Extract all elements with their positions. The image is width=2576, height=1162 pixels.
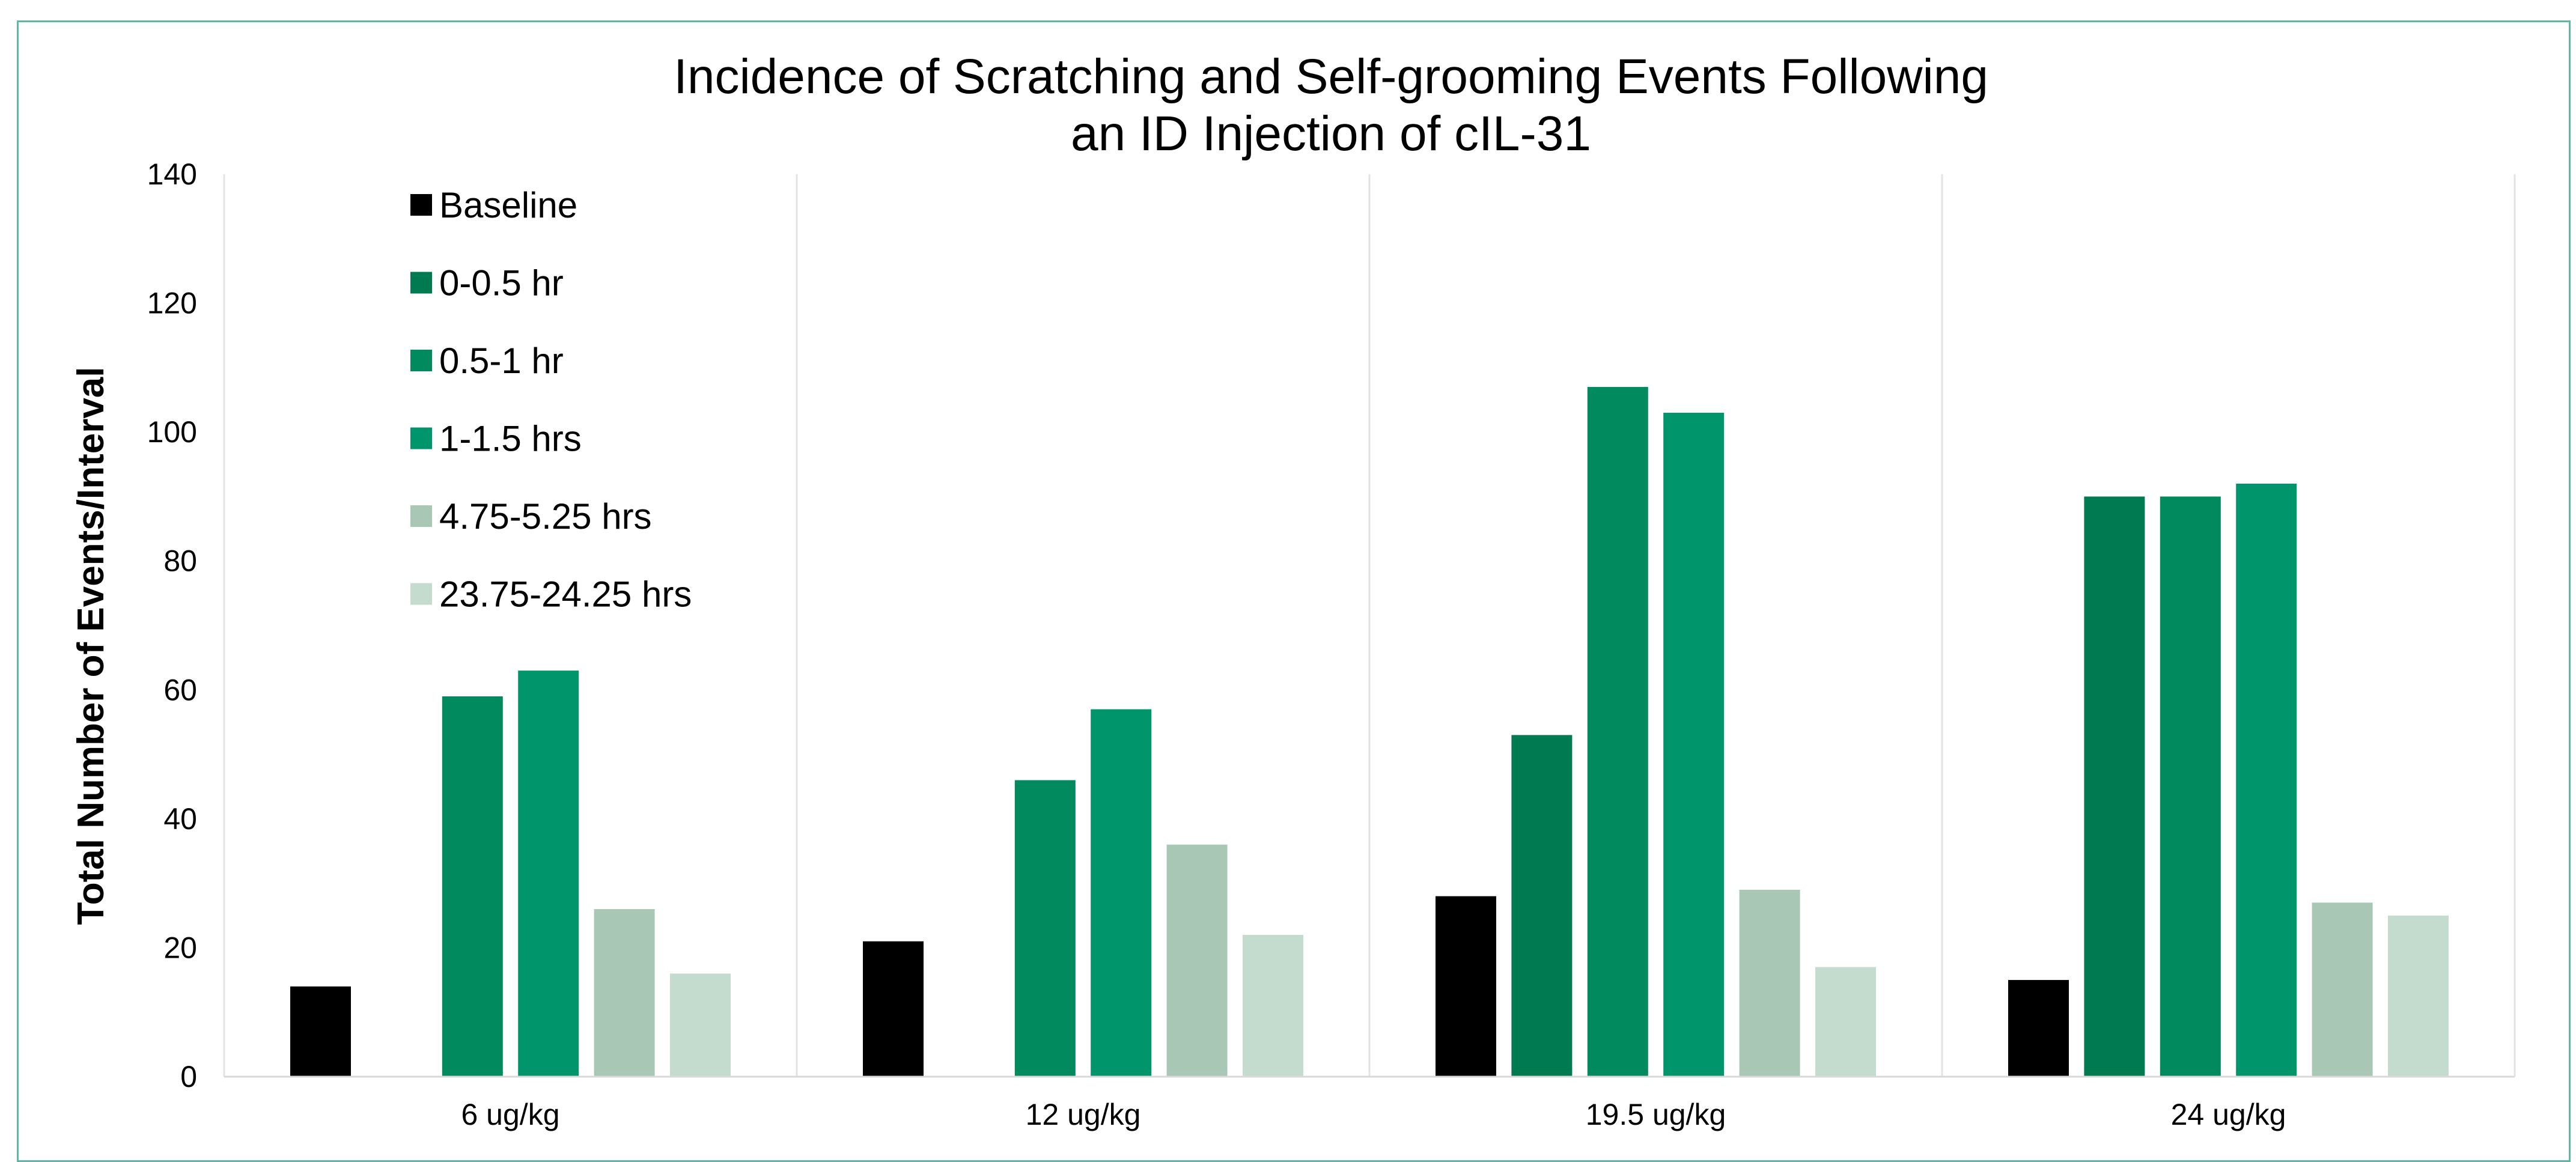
chart-title-line-1: Incidence of Scratching and Self-groomin… [674, 49, 1988, 104]
bar-19.5-ug-kg-series-4 [1739, 889, 1800, 1077]
bar-12-ug-kg-series-0 [863, 941, 924, 1077]
bar-24-ug-kg-series-1 [2084, 496, 2145, 1077]
bar-6-ug-kg-series-4 [594, 909, 655, 1077]
legend: Baseline 0-0.5 hr 0.5-1 hr 1-1.5 hrs 4.75-5.… [410, 185, 692, 615]
x-axis-labels: 6 ug/kg 12 ug/kg 19.5 ug/kg 24 ug/kg [461, 1098, 2286, 1131]
bar-24-ug-kg-series-0 [2008, 980, 2069, 1077]
bar-24-ug-kg-series-4 [2312, 902, 2373, 1077]
bar-6-ug-kg-series-5 [670, 973, 731, 1077]
chart-title-line-2: an ID Injection of cIL-31 [1071, 106, 1591, 161]
y-tick-label-100: 100 [147, 415, 197, 449]
bar-19.5-ug-kg-series-0 [1436, 896, 1496, 1077]
legend-label-1: 0-0.5 hr [439, 263, 564, 303]
bar-24-ug-kg-series-2 [2160, 496, 2221, 1077]
legend-swatch-2 [410, 350, 432, 371]
legend-swatch-5 [410, 583, 432, 605]
bar-24-ug-kg-series-3 [2236, 483, 2297, 1077]
legend-swatch-0 [410, 194, 432, 216]
y-tick-label-0: 0 [180, 1060, 197, 1094]
legend-swatch-3 [410, 427, 432, 449]
y-tick-label-120: 120 [147, 287, 197, 320]
bar-19.5-ug-kg-series-3 [1663, 412, 1725, 1077]
y-axis-title: Total Number of Events/Interval [70, 367, 112, 925]
y-tick-label-140: 140 [147, 157, 197, 191]
bar-12-ug-kg-series-5 [1243, 934, 1303, 1077]
x-category-label-3: 24 ug/kg [2171, 1098, 2286, 1131]
bar-24-ug-kg-series-5 [2388, 915, 2449, 1077]
y-tick-label-40: 40 [163, 802, 197, 836]
x-category-label-1: 12 ug/kg [1026, 1098, 1141, 1131]
bar-19.5-ug-kg-series-5 [1815, 967, 1876, 1077]
y-tick-label-20: 20 [163, 931, 197, 964]
bar-6-ug-kg-series-0 [290, 986, 351, 1077]
legend-label-0: Baseline [439, 185, 577, 225]
bar-19.5-ug-kg-series-2 [1587, 387, 1648, 1077]
chart-title: Incidence of Scratching and Self-groomin… [674, 49, 1988, 161]
legend-label-2: 0.5-1 hr [439, 341, 564, 381]
category-separators [223, 174, 2516, 1077]
legend-swatch-1 [410, 272, 432, 294]
bar-12-ug-kg-series-3 [1091, 709, 1152, 1077]
legend-label-5: 23.75-24.25 hrs [439, 574, 692, 615]
x-category-label-0: 6 ug/kg [461, 1098, 559, 1131]
bar-19.5-ug-kg-series-1 [1511, 735, 1573, 1077]
x-category-label-2: 19.5 ug/kg [1586, 1098, 1726, 1131]
y-axis-ticks: 0 20 40 60 80 100 120 140 [147, 157, 197, 1094]
legend-label-4: 4.75-5.25 hrs [439, 496, 652, 537]
bar-12-ug-kg-series-2 [1014, 780, 1076, 1077]
bar-6-ug-kg-series-3 [518, 671, 579, 1077]
legend-label-3: 1-1.5 hrs [439, 419, 582, 459]
y-tick-label-60: 60 [163, 673, 197, 707]
bar-12-ug-kg-series-4 [1166, 844, 1228, 1077]
bars [290, 387, 2449, 1077]
y-tick-label-80: 80 [163, 544, 197, 578]
legend-swatch-4 [410, 505, 432, 527]
bar-6-ug-kg-series-2 [442, 696, 503, 1077]
